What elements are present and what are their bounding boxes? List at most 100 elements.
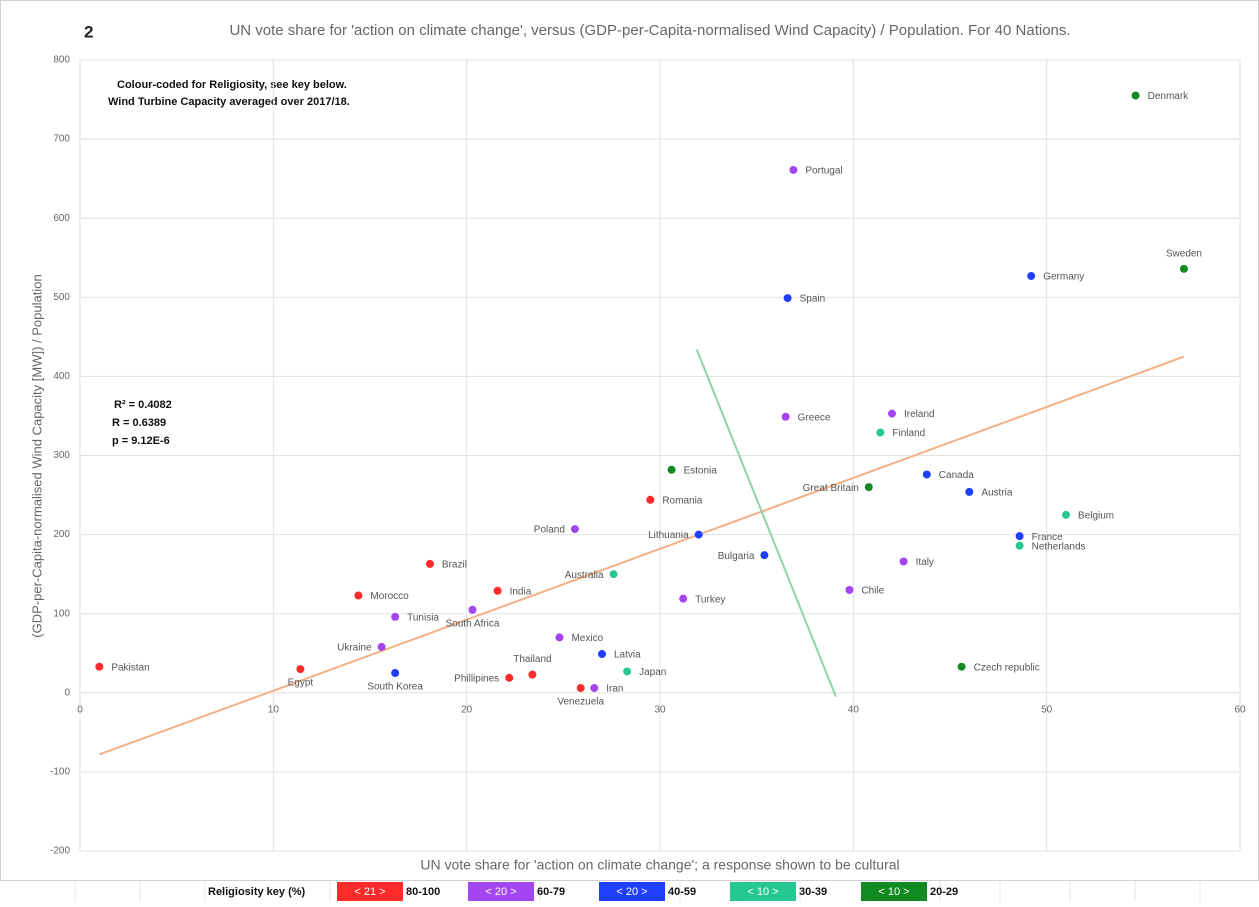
point [95, 662, 104, 671]
point [957, 662, 966, 671]
point-label: Tunisia [407, 613, 439, 624]
legend-label: 60-79 [537, 886, 565, 898]
point [922, 470, 931, 479]
point [623, 667, 632, 676]
point [760, 551, 769, 560]
point-label: Phillipines [454, 673, 499, 684]
point-label: France [1032, 532, 1064, 543]
point [609, 570, 618, 579]
point-label: Canada [939, 470, 974, 481]
point [354, 591, 363, 600]
point [783, 294, 792, 303]
point-label: South Africa [446, 618, 500, 629]
legend-swatch [599, 882, 665, 901]
point-label: Estonia [684, 465, 718, 476]
point [679, 594, 688, 603]
legend-key: < 20 > [616, 886, 647, 898]
point [425, 559, 434, 568]
point-label: Great Britain [803, 483, 859, 494]
point-label: Chile [861, 586, 884, 597]
point [528, 670, 537, 679]
y-tick-label: 300 [53, 450, 70, 461]
y-tick-label: 400 [53, 371, 70, 382]
point [864, 483, 873, 492]
point-label: Iran [606, 684, 623, 695]
point-label: Lithuania [648, 530, 689, 541]
note: Wind Turbine Capacity averaged over 2017… [108, 96, 350, 108]
y-tick-label: -200 [50, 846, 70, 857]
point-label: Romania [662, 495, 702, 506]
point [555, 633, 564, 642]
y-tick-label: -100 [50, 767, 70, 778]
stat: p = 9.12E-6 [112, 435, 170, 447]
note: Colour-coded for Religiosity, see key be… [117, 79, 347, 91]
y-tick-label: 800 [53, 55, 70, 66]
point-label: Belgium [1078, 510, 1114, 521]
point [1015, 541, 1024, 550]
stat: R = 0.6389 [112, 417, 166, 429]
point [845, 585, 854, 594]
x-tick-label: 50 [1041, 704, 1053, 715]
point-label: Bulgaria [718, 551, 755, 562]
point [1179, 264, 1188, 273]
point [468, 605, 477, 614]
point [377, 642, 386, 651]
point-label: Spain [800, 294, 826, 305]
point-label: Italy [916, 557, 934, 568]
point-label: Ukraine [337, 643, 372, 654]
point [1131, 91, 1140, 100]
legend-label: 20-29 [930, 886, 958, 898]
x-tick-label: 10 [268, 704, 280, 715]
point-label: Pakistan [111, 662, 149, 673]
point-label: Mexico [571, 633, 603, 644]
point-label: Germany [1043, 272, 1084, 283]
point-label: Brazil [442, 560, 467, 571]
point [789, 165, 798, 174]
point-label: Ireland [904, 409, 935, 420]
point [876, 428, 885, 437]
point [590, 684, 599, 693]
point [598, 650, 606, 659]
point [646, 495, 655, 504]
x-tick-label: 60 [1234, 704, 1246, 715]
point-label: Greece [798, 412, 831, 423]
y-tick-label: 0 [64, 687, 70, 698]
x-tick-label: 0 [77, 704, 83, 715]
legend-label: 40-59 [668, 886, 696, 898]
point-label: Denmark [1148, 91, 1190, 102]
point [391, 669, 400, 678]
point [1062, 510, 1070, 519]
legend-swatch [730, 882, 796, 901]
point [391, 612, 400, 621]
point-label: Australia [565, 570, 604, 581]
point-label: Thailand [513, 654, 551, 665]
chart-number: 2 [84, 22, 93, 41]
point-label: South Korea [367, 682, 423, 693]
x-tick-label: 20 [461, 704, 473, 715]
point-label: Portugal [805, 166, 842, 177]
x-tick-label: 40 [848, 704, 860, 715]
y-tick-label: 500 [53, 292, 70, 303]
point-label: Czech republic [974, 662, 1040, 673]
point-label: Turkey [695, 594, 725, 605]
legend-label: 30-39 [799, 886, 827, 898]
point [570, 525, 579, 534]
point-label: Latvia [614, 650, 641, 661]
point [694, 530, 703, 539]
point-label: Japan [639, 667, 666, 678]
legend-key: < 21 > [354, 886, 385, 898]
y-tick-label: 200 [53, 529, 70, 540]
point [493, 586, 502, 595]
point [1015, 532, 1024, 541]
point [888, 409, 896, 418]
point [296, 665, 305, 674]
chart-frame [0, 0, 1259, 881]
point-label: Finland [892, 428, 925, 439]
divider-line [695, 349, 837, 698]
point [781, 412, 790, 421]
stat: R² = 0.4082 [114, 399, 172, 411]
legend-swatch [861, 882, 927, 901]
point-label: Poland [534, 525, 565, 536]
point [576, 684, 585, 693]
